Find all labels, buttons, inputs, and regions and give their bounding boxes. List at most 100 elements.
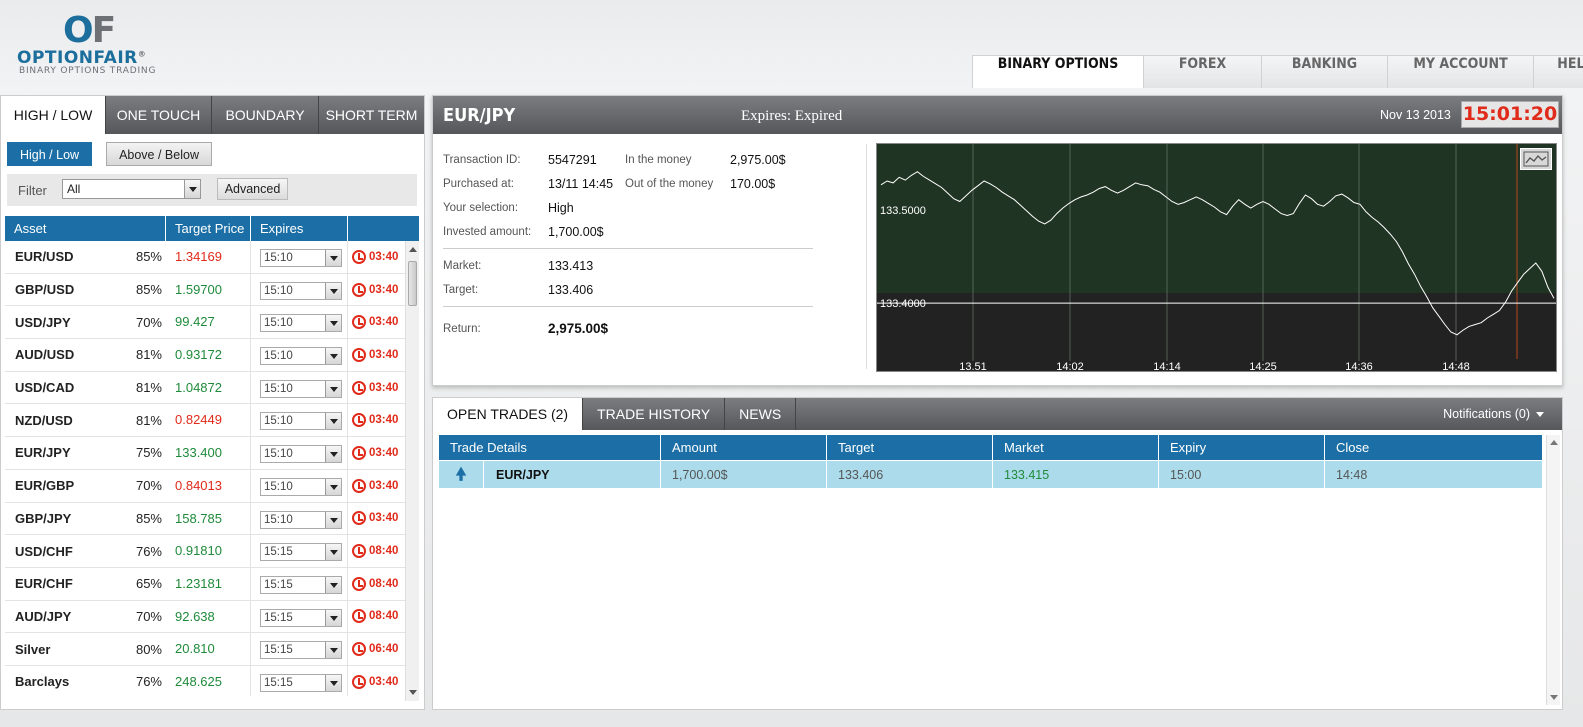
trades-tabs: OPEN TRADES (2) TRADE HISTORY NEWS Notif… [433,398,1562,430]
asset-row[interactable]: Silver 80% 20.810 15:15 06:40 [5,633,419,666]
chevron-down-icon[interactable] [325,674,341,691]
countdown-cell: 03:40 [348,249,405,264]
expiry-select[interactable]: 15:10 [260,347,342,366]
asset-row[interactable]: EUR/USD 85% 1.34169 15:10 03:40 [5,241,419,274]
expiry-select[interactable]: 15:10 [260,510,342,529]
chevron-down-icon[interactable] [325,609,341,626]
chart-type-icon[interactable] [1520,148,1552,170]
trades-scrollbar[interactable] [1546,435,1560,705]
tab-news[interactable]: NEWS [725,398,797,430]
nav-tab-my-account[interactable]: MY ACCOUNT [1388,56,1534,88]
asset-row[interactable]: GBP/JPY 85% 158.785 15:10 03:40 [5,502,419,536]
asset-name: Barclays [15,674,70,690]
asset-row[interactable]: USD/JPY 70% 99.427 15:10 03:40 [5,306,419,340]
return-label: Return: [443,323,481,335]
price-chart[interactable]: 13.51 14:02 14:14 14:25 14:36 14:48 133.5000 13… [876,143,1557,372]
chevron-down-icon[interactable] [325,478,341,495]
tab-open-trades[interactable]: OPEN TRADES (2) [433,398,584,430]
target-price: 99.427 [166,306,251,339]
clock-icon [352,674,366,689]
chevron-down-icon[interactable] [325,642,341,659]
clock-icon [352,282,366,297]
purchased-at-label: Purchased at: [443,178,514,190]
asset-row[interactable]: AUD/USD 81% 0.93172 15:10 03:40 [5,339,419,372]
scroll-up-icon[interactable] [409,247,417,252]
nav-tab-forex[interactable]: FOREX [1144,56,1262,88]
tab-short-term[interactable]: SHORT TERM [325,107,418,123]
expiry-select[interactable]: 15:15 [260,543,342,562]
expiry-select[interactable]: 15:10 [260,445,342,464]
chevron-down-icon[interactable] [325,348,341,365]
target-price: 20.810 [166,633,251,665]
return-value: 2,975.00$ [548,321,609,336]
chevron-down-icon[interactable] [325,544,341,561]
selection-value: High [548,201,574,215]
target-price: 133.400 [166,437,251,469]
expiry-value: 15:10 [264,350,293,363]
asset-row[interactable]: AUD/JPY 70% 92.638 15:15 08:40 [5,600,419,634]
expiry-select[interactable]: 15:10 [260,281,342,300]
expiry-select[interactable]: 15:15 [260,608,342,627]
asset-row[interactable]: USD/CHF 76% 0.91810 15:15 08:40 [5,535,419,568]
line-chart-icon [1523,151,1549,167]
out-of-money-value: 170.00$ [730,177,776,191]
tab-boundary[interactable]: BOUNDARY [212,96,319,134]
chevron-down-icon[interactable] [325,380,341,397]
asset-row[interactable]: USD/CAD 81% 1.04872 15:10 03:40 [5,371,419,405]
chevron-down-icon[interactable] [325,576,341,593]
nav-tab-banking[interactable]: BANKING [1262,56,1388,88]
expiry-cell: 15:10 [251,469,348,502]
expiry-select[interactable]: 15:15 [260,575,342,594]
asset-row[interactable]: Barclays 76% 248.625 15:15 03:40 [5,665,419,696]
target-price: 1.34169 [166,241,251,273]
tab-trade-history[interactable]: TRADE HISTORY [583,398,726,430]
expiry-select[interactable]: 15:15 [260,673,342,692]
nav-tab-help[interactable]: HELP [1534,56,1583,88]
table-row[interactable]: 🠝 EUR/JPY 1,700.00$ 133.406 133.415 15:0… [439,460,1542,488]
chevron-down-icon[interactable] [325,511,341,528]
asset-table-header: Asset Target Price Expires [5,216,419,241]
asset-row[interactable]: GBP/USD 85% 1.59700 15:10 03:40 [5,273,419,307]
nav-tab-binary-options[interactable]: BINARY OPTIONS [973,56,1144,88]
asset-scrollbar[interactable] [405,241,419,701]
scroll-down-icon[interactable] [409,690,417,695]
asset-row[interactable]: NZD/USD 81% 0.82449 15:10 03:40 [5,404,419,438]
expiry-select[interactable]: 15:15 [260,641,342,660]
target-price: 1.59700 [166,273,251,306]
tab-one-touch[interactable]: ONE TOUCH [106,96,212,134]
countdown-value: 03:40 [369,446,399,459]
expiry-cell: 15:10 [251,437,348,469]
expiry-select[interactable]: 15:10 [260,379,342,398]
trade-market: 133.415 [993,461,1159,488]
countdown-cell: 03:40 [348,413,405,428]
x-tick-label: 14:48 [1442,361,1470,372]
chevron-down-icon[interactable] [325,250,341,266]
expiry-select[interactable]: 15:10 [260,477,342,496]
asset-name: USD/JPY [15,314,71,330]
scroll-thumb[interactable] [408,261,417,306]
expiry-select[interactable]: 15:10 [260,412,342,431]
chevron-down-icon[interactable] [184,180,200,198]
tab-high-low[interactable]: HIGH / LOW [1,96,106,134]
scroll-down-icon[interactable] [1550,695,1558,700]
payout-percent: 85% [135,249,162,265]
subtab-above-below[interactable]: Above / Below [106,142,212,166]
asset-row[interactable]: EUR/JPY 75% 133.400 15:10 03:40 [5,437,419,470]
col-asset: Asset [5,216,166,241]
countdown-value: 08:40 [369,610,399,623]
expiry-select[interactable]: 15:10 [260,314,342,333]
chevron-down-icon[interactable] [325,446,341,463]
chevron-down-icon[interactable] [325,315,341,332]
advanced-button[interactable]: Advanced [217,178,288,200]
scroll-up-icon[interactable] [1550,440,1558,445]
subtab-high-low[interactable]: High / Low [7,142,93,166]
asset-row[interactable]: EUR/GBP 70% 0.84013 15:10 03:40 [5,469,419,503]
expiry-select[interactable]: 15:10 [260,249,342,267]
asset-row[interactable]: EUR/CHF 65% 1.23181 15:15 08:40 [5,567,419,601]
notifications-dropdown[interactable]: Notifications (0) [1443,407,1544,421]
filter-select[interactable]: All [62,179,201,199]
optionfair-logo[interactable]: OF OPTIONFAIR® BINARY OPTIONS TRADING [17,10,207,76]
chevron-down-icon[interactable] [325,282,341,299]
chevron-down-icon[interactable] [325,413,341,430]
asset-name: AUD/USD [15,347,75,363]
